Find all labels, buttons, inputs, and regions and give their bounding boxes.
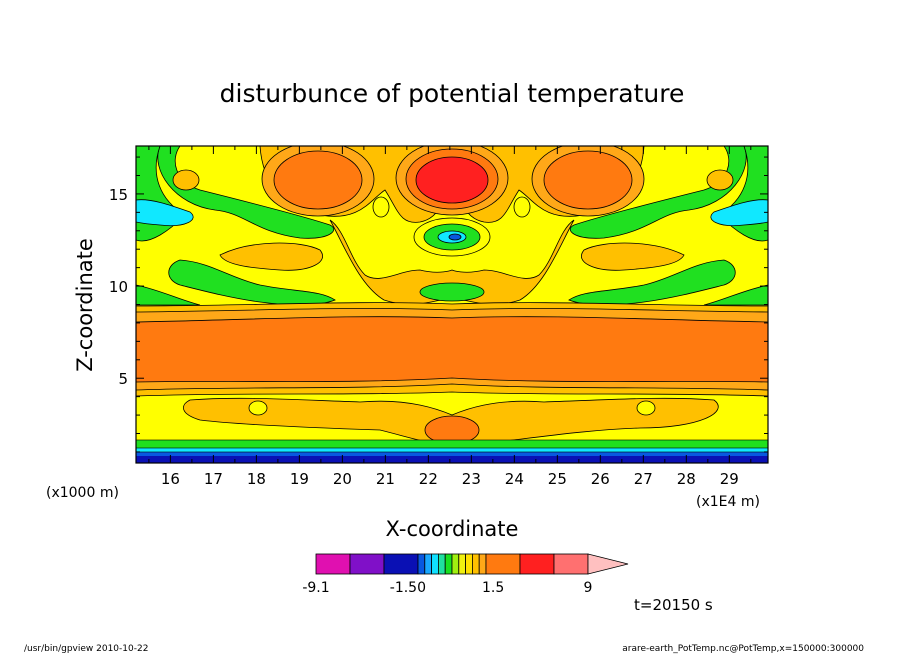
upper-blob-center	[415, 156, 489, 204]
small-warm-spot-left	[172, 169, 200, 191]
colorbar-bin	[485, 553, 521, 575]
colorbar-bin	[519, 553, 555, 575]
mid-orange-left	[219, 242, 323, 271]
x-axis-ticks: 16 17 18 19 20 21 22 23 24 25 26 27 28 29	[148, 146, 752, 488]
x-axis-title: X-coordinate	[386, 517, 519, 541]
colorbar-arrow	[587, 553, 629, 575]
green-lens-center	[419, 282, 485, 302]
x-unit-left: (x1000 m)	[46, 485, 119, 501]
green-edge-right	[703, 284, 768, 306]
y-tick-label: 10	[109, 278, 128, 296]
colorbar-tick-label: -1.50	[390, 580, 426, 596]
x-tick-label: 20	[333, 470, 352, 488]
x-tick-label: 17	[204, 470, 223, 488]
x-tick-label: 28	[677, 470, 696, 488]
colorbar-bin	[451, 553, 460, 575]
chart-title: disturbunce of potential temperature	[220, 79, 685, 108]
lower-band-core	[136, 316, 768, 383]
colorbar: -9.1 -1.50 1.5 9	[302, 553, 629, 596]
colorbar-bin	[553, 553, 589, 575]
x-tick-label: 26	[591, 470, 610, 488]
x-tick-label: 29	[720, 470, 739, 488]
x-unit-right: (x1E4 m)	[696, 494, 760, 510]
colorbar-bin	[458, 553, 466, 575]
footer-right: arare-earth_PotTemp.nc@PotTemp,x=150000:…	[622, 644, 864, 654]
colorbar-bin	[349, 553, 385, 575]
x-tick-label: 27	[634, 470, 653, 488]
y-axis-ticks: 5 10 15	[109, 156, 768, 453]
colorbar-bin	[465, 553, 473, 575]
x-tick-label: 19	[290, 470, 309, 488]
y-tick-label: 15	[109, 186, 128, 204]
colorbar-bin	[431, 553, 439, 575]
colorbar-tick-label: 1.5	[482, 580, 504, 596]
colorbar-bin	[444, 553, 453, 575]
x-tick-label: 21	[376, 470, 395, 488]
x-tick-label: 25	[548, 470, 567, 488]
mid-orange-right	[581, 242, 685, 271]
footer-left: /usr/bin/gpview 2010-10-22	[24, 644, 148, 654]
upper-green-band-left	[136, 146, 335, 239]
mid-blue-core	[448, 233, 462, 241]
plot-area	[136, 146, 768, 463]
yellow-island-2	[513, 196, 531, 218]
x-tick-label: 23	[462, 470, 481, 488]
colorbar-bin	[417, 553, 426, 575]
lower-yellow-1	[248, 400, 268, 416]
time-annotation: t=20150 s	[634, 596, 713, 614]
colorbar-tick-label: 9	[584, 580, 593, 596]
small-warm-spot-right	[706, 169, 734, 191]
colorbar-tick-label: -9.1	[302, 580, 329, 596]
upper-blob-right	[543, 150, 633, 210]
x-tick-label: 16	[161, 470, 180, 488]
yellow-island-1	[372, 196, 390, 218]
y-axis-title: Z-coordinate	[73, 238, 97, 372]
x-tick-label: 22	[419, 470, 438, 488]
y-tick-label: 5	[118, 370, 128, 388]
green-edge-left	[136, 284, 201, 306]
upper-blob-left	[273, 150, 363, 210]
colorbar-bin	[437, 553, 446, 575]
colorbar-bin	[424, 553, 432, 575]
upper-green-band-right	[569, 146, 768, 239]
x-tick-label: 18	[247, 470, 266, 488]
colorbar-bin	[315, 553, 351, 575]
cyan-patch-left	[136, 199, 194, 227]
colorbar-bin	[471, 553, 480, 575]
x-tick-label: 24	[505, 470, 524, 488]
colorbar-bin	[383, 553, 419, 575]
surface-darkblue	[136, 456, 768, 463]
lower-yellow-2	[636, 400, 656, 416]
colorbar-bin	[478, 553, 487, 575]
cyan-patch-right	[710, 199, 768, 227]
